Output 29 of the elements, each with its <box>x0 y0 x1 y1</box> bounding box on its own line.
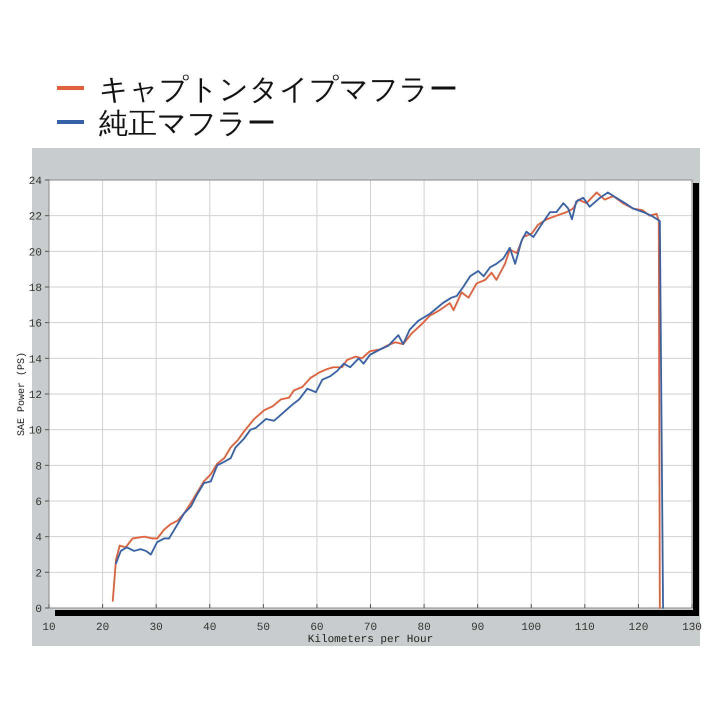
x-tick-label: 120 <box>628 622 648 634</box>
y-tick-label: 10 <box>28 426 42 438</box>
y-tick-label: 18 <box>28 283 42 295</box>
y-tick-label: 24 <box>28 176 42 188</box>
y-axis-title: SAE Power (PS) <box>16 352 28 436</box>
x-tick-label: 20 <box>96 622 110 634</box>
x-tick-label: 60 <box>310 622 324 634</box>
y-tick-label: 0 <box>35 604 42 616</box>
y-tick-label: 8 <box>35 461 42 474</box>
y-tick-label: 6 <box>35 497 42 509</box>
y-tick-label: 22 <box>28 212 42 224</box>
legend-label: 純正マフラー <box>99 106 276 140</box>
x-tick-label: 90 <box>471 622 484 634</box>
y-tick-label: 12 <box>28 390 42 402</box>
legend-label: キャプトンタイプマフラー <box>99 72 458 106</box>
y-tick-label: 2 <box>35 568 42 580</box>
y-tick-label: 16 <box>28 318 42 331</box>
y-tick-label: 20 <box>28 247 42 260</box>
x-tick-label: 40 <box>203 622 216 634</box>
x-tick-label: 100 <box>521 622 542 634</box>
x-tick-label: 80 <box>417 622 431 634</box>
x-tick-label: 30 <box>150 622 163 634</box>
x-axis-title: Kilometers per Hour <box>308 634 434 646</box>
x-tick-label: 110 <box>574 622 595 634</box>
y-tick-label: 4 <box>35 532 42 545</box>
x-tick-label: 130 <box>682 622 702 634</box>
x-tick-label: 50 <box>256 622 270 634</box>
y-tick-label: 14 <box>28 354 42 366</box>
x-tick-label: 70 <box>364 622 378 634</box>
